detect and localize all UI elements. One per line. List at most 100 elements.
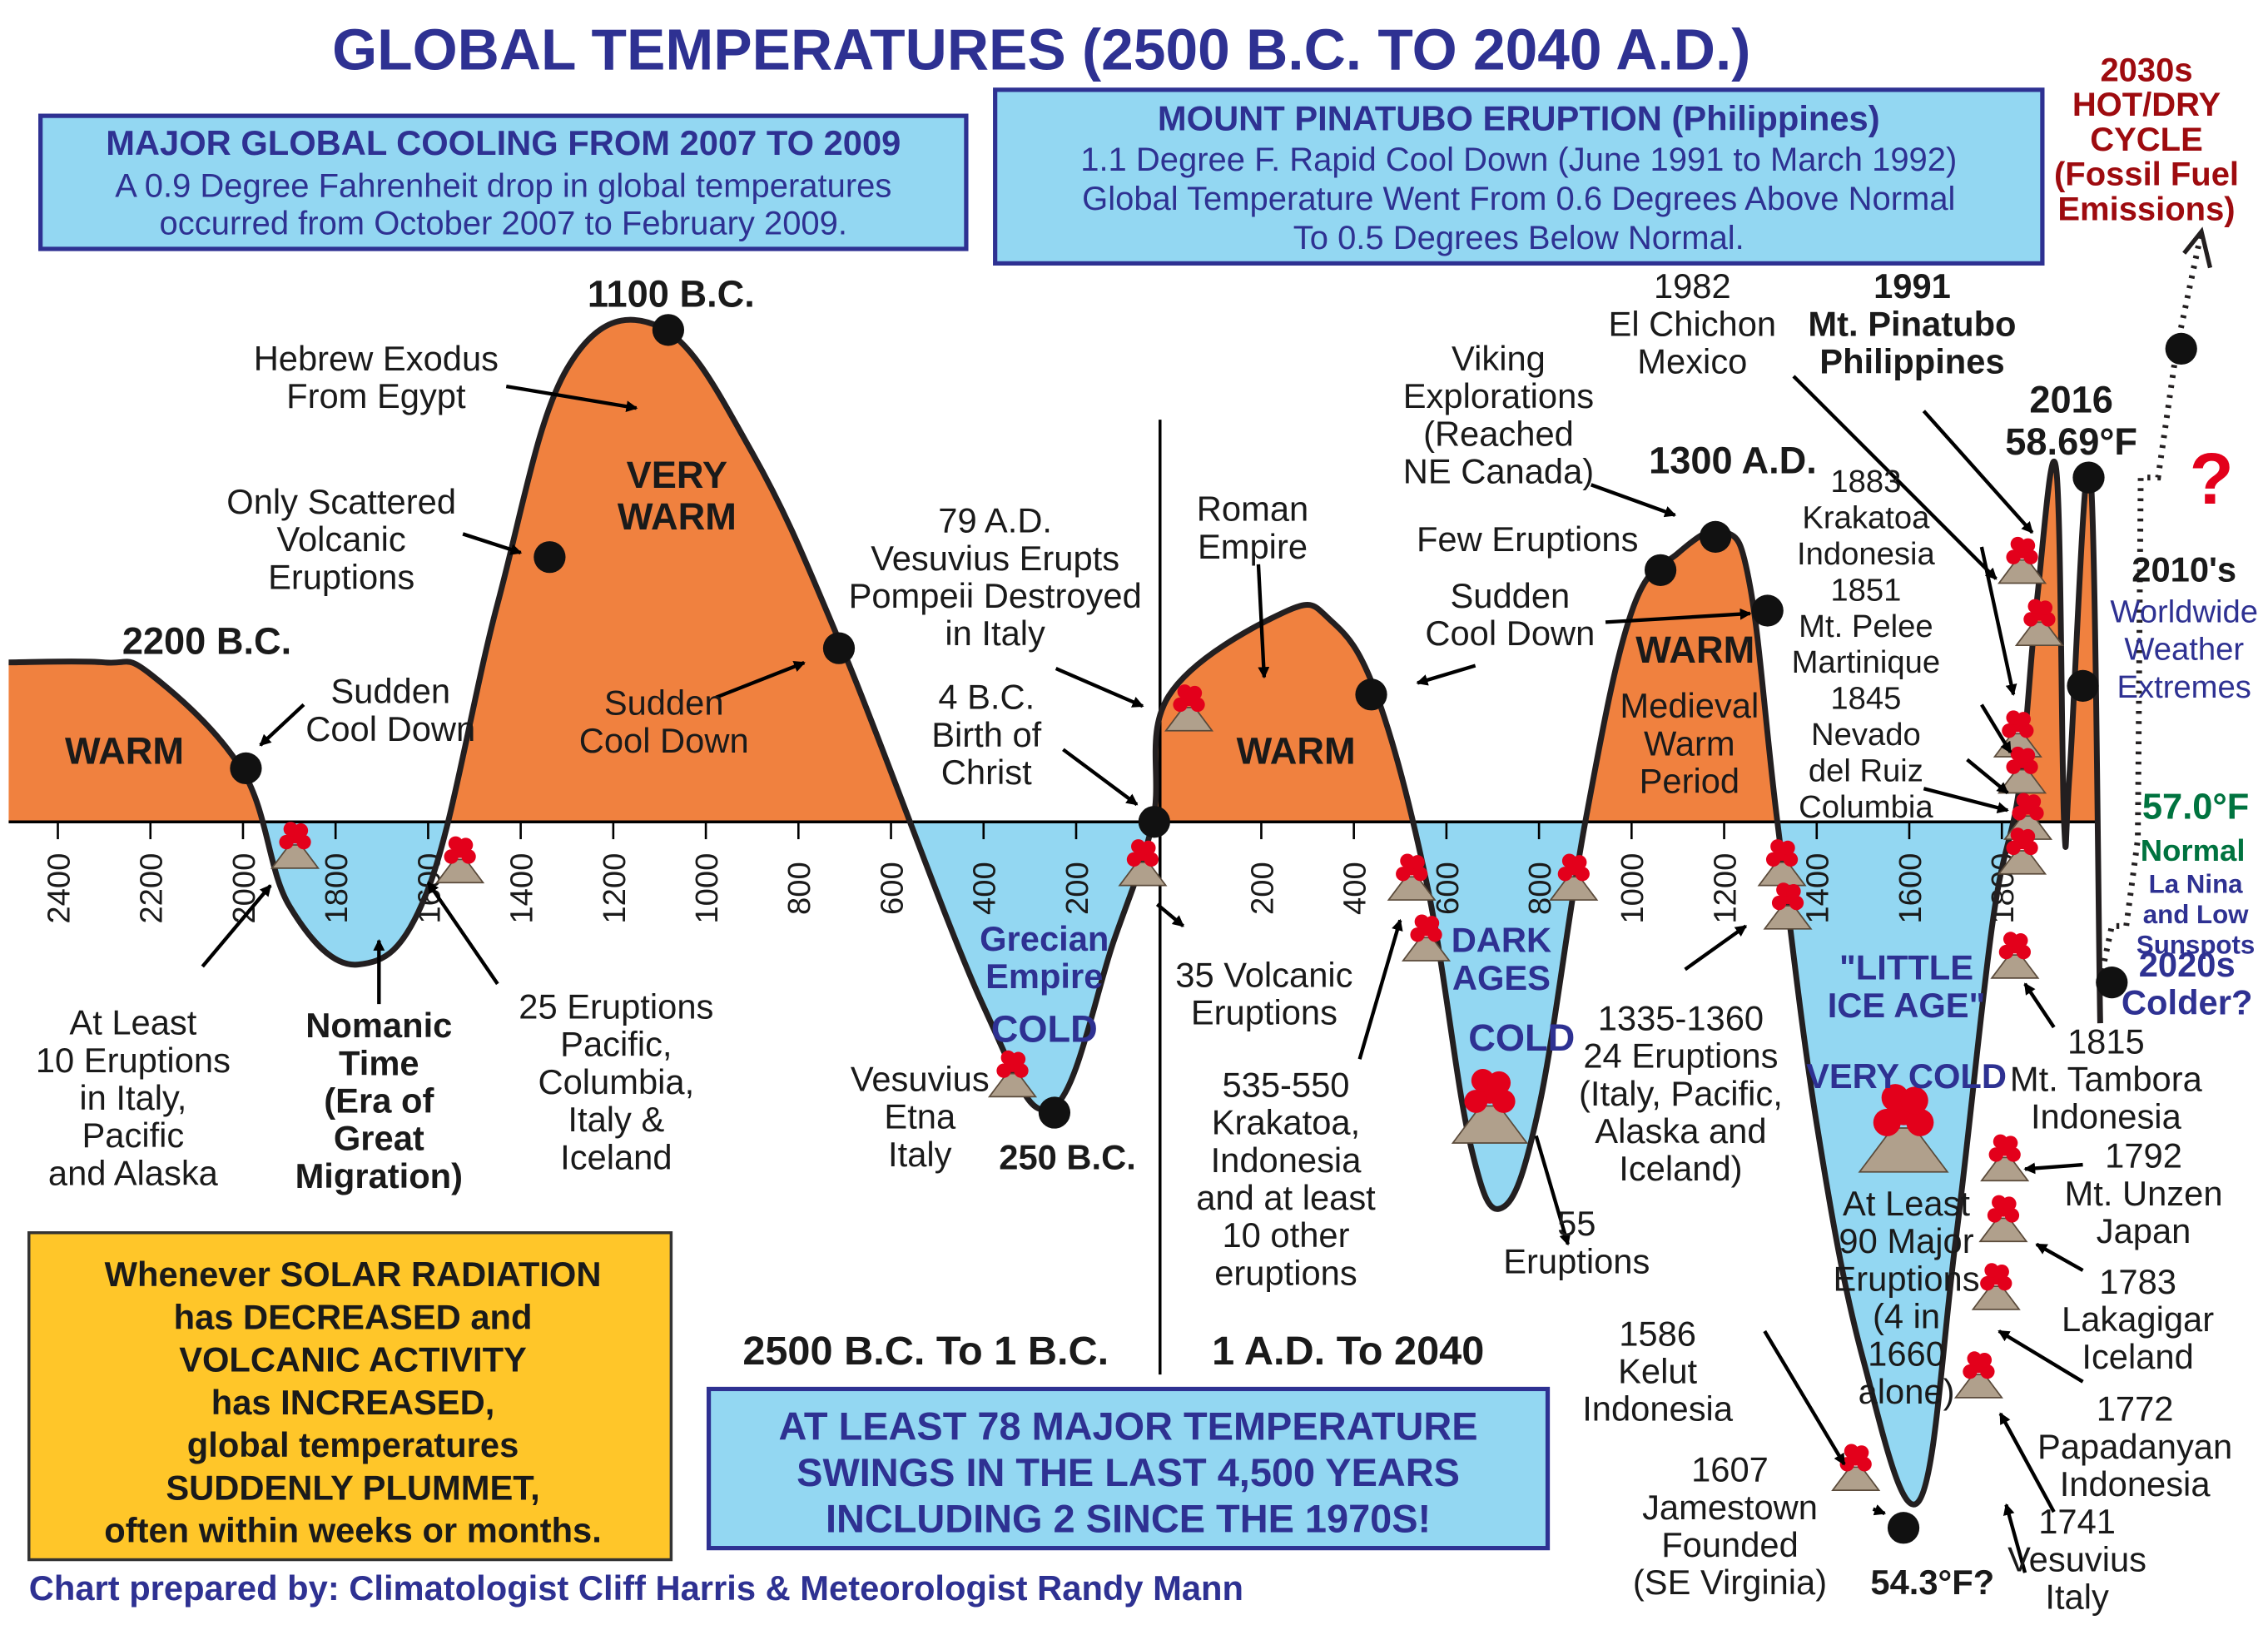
x-tick-label: 600 (874, 862, 910, 915)
eruption-plume (1854, 1445, 1869, 1460)
annotation-arrow (1998, 1412, 2056, 1513)
projection-text: Emissions) (2057, 191, 2235, 227)
pinatubo-box: MOUNT PINATUBO ERUPTION (Philippines) 1.… (993, 87, 2045, 266)
annotation-text: 10 other (1222, 1215, 1349, 1255)
eruption-plume (1900, 1086, 1928, 1115)
annotation-warm2: WARM (1237, 730, 1356, 773)
annotation-text: DARK (1452, 921, 1551, 960)
event-dot (822, 632, 856, 664)
pinatubo-line: 1.1 Degree F. Rapid Cool Down (June 1991… (1080, 142, 1957, 178)
annotation-text: 2020s (2139, 945, 2236, 984)
annotation-text: Italy & (568, 1100, 664, 1139)
eruption-plume (1783, 852, 1799, 867)
eruption-plume (461, 849, 476, 864)
volcano-icon (1387, 853, 1437, 901)
volcano-icon (1980, 1134, 2030, 1182)
event-dot (2072, 461, 2105, 494)
x-tick-label: 800 (1522, 862, 1558, 915)
eruption-plume (279, 834, 294, 850)
eruption-plume (2037, 600, 2053, 615)
event-dot (230, 752, 262, 785)
projection-text: CYCLE (2090, 122, 2202, 158)
annotation-arrow (426, 881, 499, 986)
annotation-arrow (1966, 758, 2009, 795)
annotation-text: Nomanic (305, 1006, 452, 1045)
annotation-text: 58.69°F (2005, 420, 2137, 463)
eruption-plume (2002, 723, 2017, 738)
volcano-icon (1998, 746, 2047, 794)
annotation-text: 1100 B.C. (588, 273, 755, 316)
volcano-icon (1953, 1351, 2003, 1399)
eruption-plume (1980, 1364, 1995, 1379)
annotation-text: ICE AGE" (1828, 986, 1986, 1025)
volcano-icon (987, 1050, 1038, 1098)
eruption-plume (2023, 549, 2038, 564)
x-tick-label: 400 (1337, 862, 1373, 915)
annotation-arrow (462, 532, 523, 555)
era-label-ad: 1 A.D. To 2040 (1212, 1329, 1484, 1374)
annotation-text: WARM (618, 495, 737, 538)
annotation-text: Iceland) (1619, 1149, 1742, 1188)
solar-text: has INCREASED, (211, 1383, 495, 1422)
eruption-plume (2041, 612, 2056, 627)
eruption-plume (296, 834, 311, 850)
annotation-text: (Reached (1423, 414, 1574, 453)
annotation-text: VERY COLD (1806, 1056, 2007, 1096)
annotation-text: Birth of (931, 715, 1041, 754)
projection-text: 2030s (2100, 52, 2192, 88)
annotation-text: 2010's (2132, 550, 2236, 589)
eruption-plume (996, 1063, 1011, 1078)
annotation-text: From Egypt (286, 376, 466, 415)
normal-temp-label: 57.0°F (2142, 788, 2249, 827)
annotation-text: Vesuvius Erupts (871, 539, 1119, 578)
eruption-plume (444, 849, 459, 864)
annotation-text: 1991 (1873, 266, 1951, 306)
x-tick-label: 1600 (1893, 853, 1928, 924)
annotation-text: Italy (2045, 1578, 2109, 1617)
eruption-plume (1144, 852, 1159, 867)
swings-text: INCLUDING 2 SINCE THE 1970S! (826, 1498, 1431, 1541)
annotation-arrow (2035, 1242, 2084, 1272)
annotation-text: El Chichon (1609, 304, 1777, 343)
annotation-text: 10 Eruptions (36, 1041, 231, 1080)
annotation-text: Eruptions (1503, 1241, 1650, 1280)
annotation-text: Explorations (1403, 376, 1594, 415)
annotation-text: 1741 (2038, 1502, 2116, 1541)
annotation-text: Mt. Pelee (1799, 609, 1933, 644)
annotation-text: 1300 A.D. (1649, 439, 1817, 481)
eruption-plume (1190, 697, 1205, 713)
annotation-text: Indonesia (1797, 536, 1935, 572)
eruption-plume (1410, 855, 1425, 870)
eruption-plume (1789, 895, 1804, 911)
cooling-heading: MAJOR GLOBAL COOLING FROM 2007 TO 2009 (106, 123, 901, 162)
annotation-text: VERY (627, 454, 727, 496)
eruption-plume (1010, 1051, 1026, 1066)
eruption-plume (2012, 806, 2027, 821)
annotation-q: ? (2190, 439, 2234, 519)
annotation-text: and Low (2143, 900, 2249, 929)
annotation-text: Pompeii Destroyed (849, 576, 1142, 615)
event-dot (2067, 669, 2099, 702)
cooling-box: MAJOR GLOBAL COOLING FROM 2007 TO 2009 A… (38, 113, 969, 251)
annotation-text: ? (2190, 439, 2234, 519)
annotation-text: in Italy (945, 614, 1045, 653)
annotation-text: Japan (2097, 1211, 2191, 1250)
x-tick-label: 200 (1244, 862, 1280, 915)
annotation-arrow (505, 384, 638, 413)
chart-title: GLOBAL TEMPERATURES (2500 B.C. TO 2040 A… (332, 17, 1750, 82)
eruption-plume (1765, 852, 1781, 867)
x-tick-label: 2400 (41, 853, 77, 924)
pinatubo-heading: MOUNT PINATUBO ERUPTION (Philippines) (1158, 99, 1880, 138)
annotation-text: Vesuvius (2007, 1539, 2146, 1578)
volcano-icon (1998, 827, 2047, 875)
solar-text: VOLCANIC ACTIVITY (179, 1340, 527, 1379)
